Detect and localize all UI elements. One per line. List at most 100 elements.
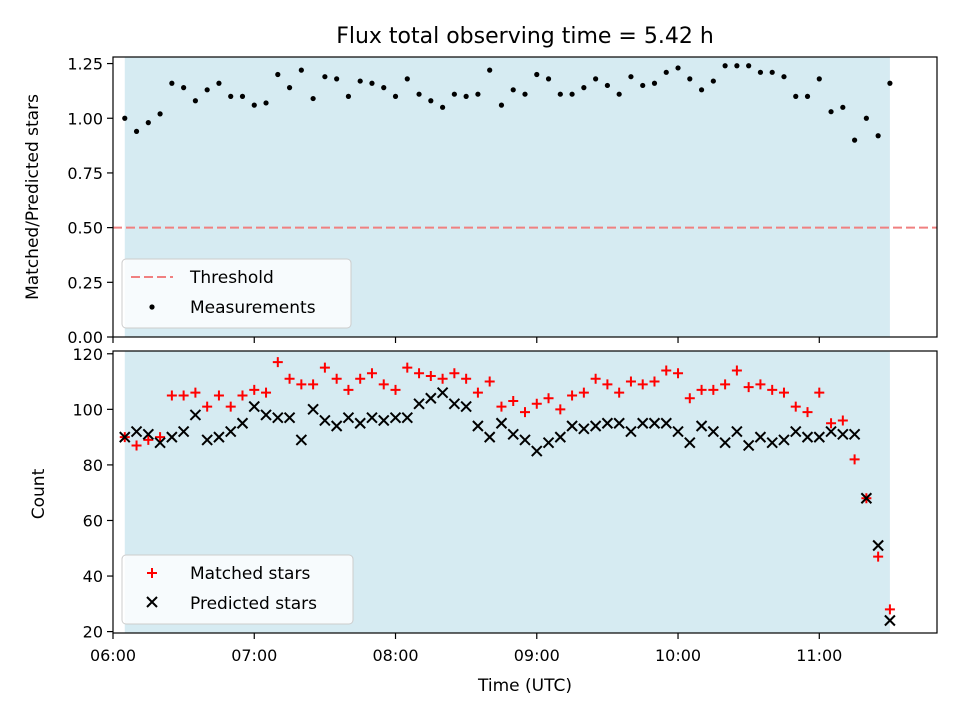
bottom-point — [649, 376, 660, 387]
top-point — [875, 133, 881, 139]
bottom-point — [754, 431, 767, 443]
bottom-x-tick-label: 09:00 — [514, 646, 560, 665]
bottom-point — [378, 414, 390, 427]
top-point — [463, 93, 469, 99]
bottom-point — [542, 436, 555, 449]
x-axis-label: Time (UTC) — [477, 676, 572, 696]
bottom-x-tick-label: 06:00 — [90, 646, 136, 665]
top-point — [498, 102, 505, 108]
bottom-x-tick-label: 07:00 — [231, 646, 277, 665]
bottom-point — [531, 445, 543, 457]
bottom-point — [860, 492, 873, 504]
bottom-point — [261, 387, 272, 398]
bottom-point — [766, 436, 778, 449]
bottom-point — [142, 428, 155, 441]
bottom-point — [637, 417, 649, 429]
bottom-point — [483, 431, 496, 443]
bottom-point — [272, 357, 283, 368]
bottom-point — [342, 411, 355, 424]
bottom-point — [684, 393, 695, 404]
bottom-point — [601, 417, 614, 429]
bottom-y-tick-label: 20 — [83, 623, 103, 642]
bottom-point — [390, 384, 401, 395]
bottom-point — [790, 401, 801, 412]
top-point — [793, 93, 799, 99]
bottom-point — [389, 411, 402, 424]
top-point — [804, 93, 811, 99]
bottom-point — [661, 365, 672, 376]
top-point — [593, 76, 599, 82]
top-point — [404, 76, 410, 82]
bottom-point — [684, 436, 696, 449]
top-point — [381, 85, 387, 91]
top-y-tick-label: 0.25 — [67, 273, 103, 292]
top-point — [722, 63, 728, 69]
bottom-point — [508, 396, 519, 407]
bottom-point — [802, 407, 813, 418]
bottom-point — [343, 384, 354, 395]
bottom-legend-frame — [121, 554, 354, 625]
top-point — [169, 80, 175, 86]
bottom-point — [260, 409, 272, 421]
bottom-point — [778, 434, 790, 446]
bottom-point — [743, 382, 754, 393]
legend-predicted-swatch — [146, 596, 158, 608]
bottom-point — [695, 420, 708, 432]
bottom-point — [308, 379, 319, 390]
top-point — [534, 71, 540, 78]
bottom-point — [778, 387, 789, 398]
top-point — [734, 63, 740, 69]
top-point — [828, 109, 834, 115]
top-point — [286, 85, 293, 91]
bottom-point — [354, 417, 366, 429]
bottom-x-tick-label: 10:00 — [655, 646, 701, 665]
bottom-point — [507, 428, 519, 441]
top-y-tick-label: 1.25 — [67, 55, 103, 74]
bottom-y-tick-label: 80 — [83, 456, 103, 475]
bottom-legend: Matched stars Predicted stars — [121, 554, 354, 625]
bottom-point — [495, 417, 508, 429]
bottom-point — [436, 386, 449, 399]
bottom-point — [225, 425, 237, 438]
top-point — [687, 76, 693, 82]
bottom-point — [484, 376, 495, 387]
bottom-point — [448, 398, 461, 410]
bottom-point — [414, 368, 425, 379]
bottom-point — [213, 431, 225, 443]
bottom-point — [189, 409, 202, 421]
bottom-point — [319, 414, 331, 427]
bottom-y-axis-label: Count — [29, 468, 49, 519]
bottom-panel: 20 40 60 80 100 120 06:00 07:00 08:00 09:00 10:00 1… — [29, 345, 938, 696]
top-series-0 — [122, 63, 893, 143]
bottom-point — [696, 384, 707, 395]
top-point — [216, 80, 222, 86]
bottom-point — [213, 390, 224, 401]
bottom-point — [742, 439, 755, 452]
bottom-point — [519, 434, 531, 446]
bottom-point — [295, 434, 308, 446]
bottom-point — [590, 373, 601, 384]
top-point — [357, 78, 363, 84]
chart-title: Flux total observing time = 5.42 h — [336, 24, 714, 49]
legend-matched-swatch — [147, 568, 157, 578]
top-point — [545, 76, 552, 82]
bottom-y-tick-label: 120 — [72, 345, 103, 364]
bottom-point — [578, 387, 589, 398]
bottom-point — [330, 420, 343, 432]
top-axes-frame — [112, 56, 938, 338]
top-point — [746, 63, 752, 69]
top-point — [557, 91, 563, 97]
bottom-x-tick-label: 11:00 — [796, 646, 842, 665]
bottom-point — [708, 384, 719, 395]
bottom-point — [767, 384, 778, 395]
bottom-point — [119, 431, 131, 443]
top-point — [322, 74, 328, 80]
bottom-point — [614, 387, 625, 398]
bottom-point — [178, 390, 189, 401]
legend-measurements-label: Measurements — [190, 298, 316, 318]
bottom-x-tick-label: 08:00 — [372, 646, 418, 665]
bottom-point — [496, 401, 507, 412]
top-point — [251, 102, 257, 108]
bottom-point — [460, 400, 472, 413]
bottom-point — [731, 425, 743, 438]
